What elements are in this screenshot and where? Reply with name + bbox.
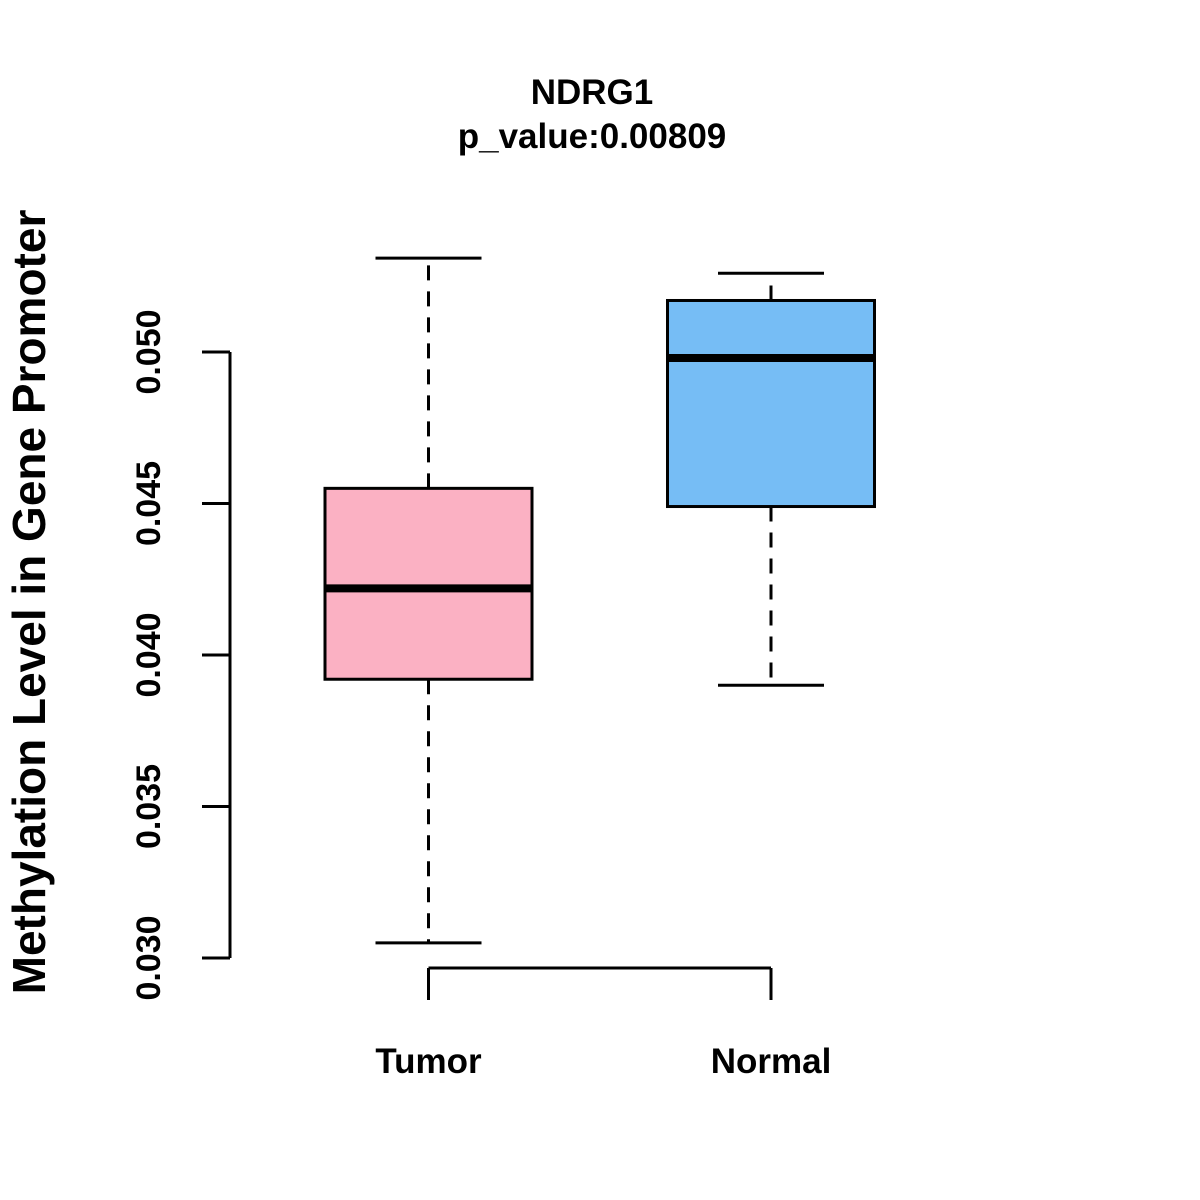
box-normal [666,298,876,509]
y-tick-label: 0.045 [130,461,168,546]
y-tick-label: 0.050 [130,309,168,394]
chart-subtitle: p_value:0.00809 [458,117,727,156]
x-tick-label-tumor: Tumor [375,1042,482,1081]
box-tumor [323,486,534,681]
y-tick-label: 0.035 [130,764,168,849]
y-axis-label: Methylation Level in Gene Promoter [3,210,55,995]
y-tick-label: 0.040 [130,612,168,697]
x-tick-label-normal: Normal [711,1042,832,1081]
y-tick-label: 0.030 [130,915,168,1000]
chart-title: NDRG1 [531,73,654,112]
plot-area: 0.030 0.035 0.040 0.045 0.050 Tumor Normal [130,256,876,1081]
